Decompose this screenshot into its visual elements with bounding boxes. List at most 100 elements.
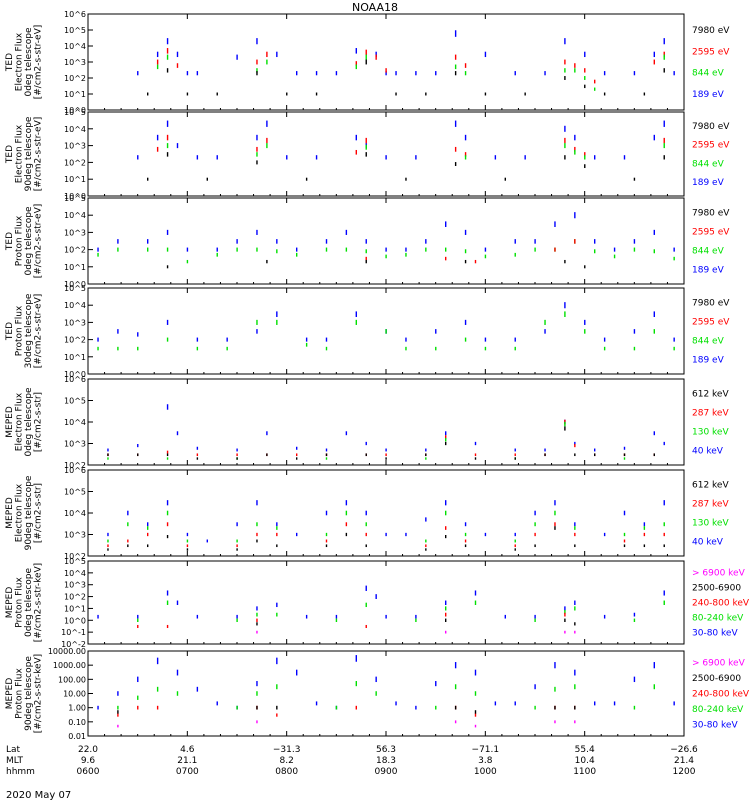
data-point [464, 259, 467, 264]
x-tick-label-lat: −26.6 [670, 745, 698, 755]
data-point [464, 71, 467, 76]
data-point [286, 155, 288, 160]
legend-entry: 844 eV [692, 247, 725, 257]
data-point [147, 247, 149, 252]
y-tick-label: 1.00 [68, 704, 86, 713]
data-point [643, 92, 646, 96]
data-point [256, 691, 258, 696]
data-point [454, 162, 457, 166]
data-point [166, 134, 169, 141]
data-point [256, 160, 258, 165]
data-point [196, 337, 199, 342]
data-point [355, 655, 357, 662]
x-tick-label-hhmm: 0800 [275, 767, 298, 777]
data-point [137, 695, 139, 700]
data-point [256, 319, 258, 325]
data-point [454, 720, 457, 724]
y-tick-label: 10^4 [64, 418, 86, 427]
data-point [186, 92, 189, 96]
data-point [454, 120, 457, 127]
series-green [97, 311, 675, 351]
data-point [534, 239, 536, 244]
data-point [296, 252, 298, 257]
series-green [166, 143, 665, 160]
y-tick-label: 10^3 [64, 228, 86, 237]
data-point [534, 614, 536, 619]
data-point [663, 54, 665, 60]
y-tick-label: 10.00 [63, 690, 86, 699]
data-point [445, 431, 447, 436]
y-axis-label-line: [#/cm2-s-str-keV] [34, 563, 44, 642]
legend-entry: > 6900 keV [692, 568, 746, 578]
data-point [335, 71, 338, 76]
y-tick-label: 10000.00 [48, 647, 86, 656]
data-point [236, 453, 238, 457]
series-black [117, 705, 576, 714]
x-tick-label-mlt: 10.4 [575, 756, 595, 766]
data-point [445, 526, 447, 530]
data-point [166, 48, 169, 54]
data-point [365, 585, 367, 591]
data-point [564, 421, 566, 427]
panel-7: 10^-2 10^-1 10^0 10^1 10^2 10^3 10^4 10^5 MEPED P… [5, 557, 750, 649]
legend-entry: 189 eV [692, 266, 725, 276]
data-point [633, 329, 636, 334]
data-point [137, 155, 139, 160]
data-point [365, 602, 367, 608]
y-tick-label: 10^1 [64, 604, 86, 613]
data-point [594, 701, 596, 706]
data-point [623, 544, 626, 548]
data-point [415, 155, 417, 160]
data-point [166, 404, 169, 410]
data-point [514, 544, 516, 548]
legend-entry: 40 keV [692, 538, 724, 548]
data-point [474, 710, 477, 714]
data-point [603, 337, 606, 342]
y-tick-label: 10^2 [64, 336, 86, 345]
data-point [236, 247, 238, 252]
data-point [166, 120, 169, 127]
y-tick-label: 1000.00 [53, 661, 86, 670]
legend-entry: 612 keV [692, 389, 729, 399]
y-axis-label-line: [#/cm2-s-str] [34, 483, 44, 543]
data-point [256, 134, 258, 141]
data-point [236, 548, 238, 551]
legend-entry: 80-240 keV [692, 614, 744, 624]
x-tick-label-hhmm: 0600 [77, 767, 100, 777]
panel-1: 10^0 10^1 10^2 10^3 10^4 10^5 10^6 TED Electron … [5, 10, 730, 115]
data-point [107, 448, 109, 452]
data-point [166, 624, 169, 629]
series-red [156, 48, 665, 84]
data-point [375, 54, 377, 60]
series-blue [97, 212, 675, 252]
data-point [564, 618, 566, 622]
data-point [117, 710, 119, 714]
y-tick-label: 10^3 [64, 58, 86, 67]
data-point [633, 71, 636, 76]
legend-entry: 844 eV [692, 337, 725, 347]
data-point [564, 630, 566, 634]
panel-frame [87, 378, 685, 466]
data-point [623, 532, 626, 537]
data-point [464, 63, 467, 68]
data-point [186, 247, 189, 252]
legend-entry: 130 keV [692, 519, 729, 529]
data-point [464, 155, 467, 160]
data-point [107, 453, 109, 457]
y-axis-label-line: 0deg telescope [24, 568, 34, 638]
y-axis-label-line: [#/cm2-s-str-eV] [34, 204, 44, 279]
data-point [613, 247, 616, 252]
data-point [345, 247, 348, 252]
data-point [365, 59, 367, 65]
y-axis-label-line: Proton Flux [15, 577, 25, 628]
data-point [365, 49, 367, 56]
data-point [454, 684, 457, 690]
data-point [643, 544, 646, 548]
data-point [196, 346, 199, 351]
data-point [296, 453, 298, 457]
data-point [385, 68, 387, 73]
y-tick-label: 10^-2 [61, 640, 86, 649]
data-point [166, 54, 169, 60]
data-point [137, 676, 139, 683]
legend-entry: 2595 eV [692, 227, 730, 237]
